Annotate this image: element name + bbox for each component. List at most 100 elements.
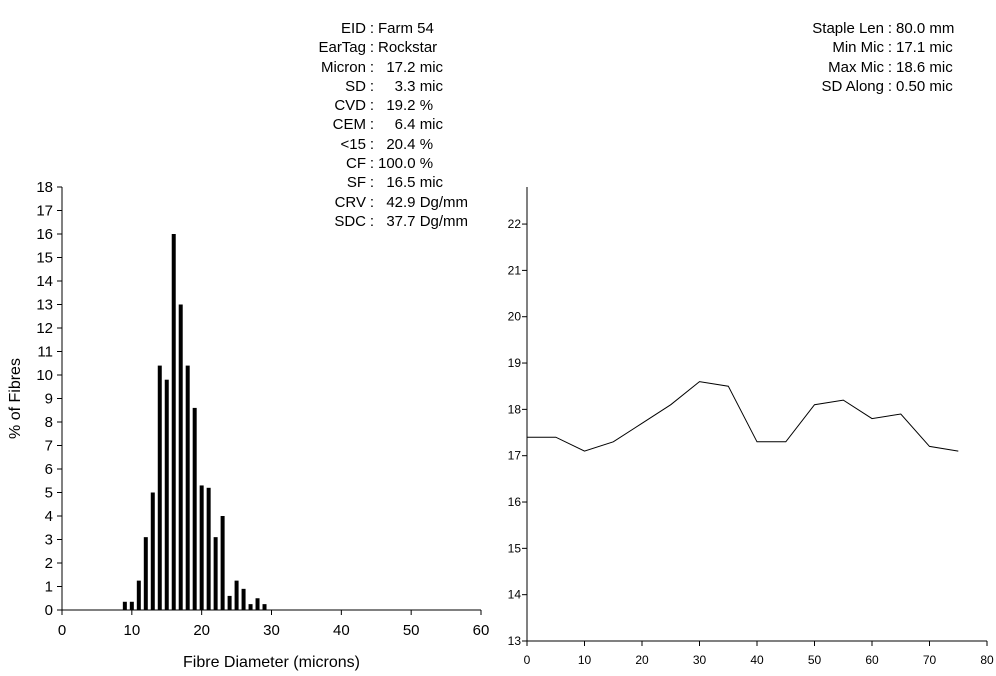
stat-left-separator: : xyxy=(369,97,375,115)
x-tick-label: 10 xyxy=(123,622,140,639)
histogram-bar xyxy=(241,588,246,610)
stat-right-key: SD Along xyxy=(821,77,884,95)
y-tick-label: 16 xyxy=(36,226,53,243)
stat-left-separator: : xyxy=(369,193,375,211)
stat-left-key: CRV xyxy=(334,193,366,211)
stat-left-row: EID: Farm 54 xyxy=(260,19,488,38)
histogram-bar xyxy=(122,601,127,610)
stat-left-key: SF xyxy=(346,174,366,192)
histogram-bar xyxy=(157,365,162,610)
histogram-bar xyxy=(136,580,141,610)
histogram-bar xyxy=(206,487,211,610)
y-tick-label: 17 xyxy=(508,449,522,463)
micron-profile-chart: 13 14 15 16 17 18 19 20 21 22 0 10 20 30 40 50 60 70 80 xyxy=(508,187,994,667)
stat-left-row: SDC: 37.7 Dg/mm xyxy=(260,212,488,231)
stat-left-value: 17.2 mic xyxy=(378,58,444,76)
y-tick-label: 5 xyxy=(45,485,53,502)
stat-left-row: <15: 20.4 % xyxy=(260,135,488,154)
stat-right-row: Staple Len:80.0 mm xyxy=(720,19,986,38)
histogram-bar xyxy=(129,601,134,610)
stat-left-value: 20.4 % xyxy=(378,135,434,153)
y-tick-label: 0 xyxy=(45,602,53,619)
y-tick-label: 13 xyxy=(36,297,53,314)
stat-left-value: 16.5 mic xyxy=(378,174,444,192)
x-tick-label: 30 xyxy=(263,622,280,639)
stat-left-separator: : xyxy=(369,174,375,192)
x-tick-label: 60 xyxy=(473,622,490,639)
stat-left-key: SDC xyxy=(334,212,366,230)
stat-left-row: EarTag: Rockstar xyxy=(260,38,488,57)
stat-left-row: SD: 3.3 mic xyxy=(260,77,488,96)
y-tick-label: 14 xyxy=(36,273,53,290)
stat-right-row: SD Along:0.50 mic xyxy=(720,77,986,96)
stat-right-row: Max Mic:18.6 mic xyxy=(720,58,986,77)
y-tick-label: 22 xyxy=(508,217,522,231)
x-tick-label: 70 xyxy=(923,653,937,667)
stat-left-separator: : xyxy=(369,39,375,57)
histogram-bar xyxy=(234,580,239,610)
histogram-bar xyxy=(185,365,190,610)
stat-left-key: CF xyxy=(346,155,366,173)
stat-left-value: 3.3 mic xyxy=(378,77,444,95)
stat-left-key: CVD xyxy=(334,97,366,115)
y-tick-label: 12 xyxy=(36,320,53,337)
stat-left-key: CEM xyxy=(332,116,366,134)
stat-left-key: <15 xyxy=(340,135,366,153)
stat-left-row: CEM: 6.4 mic xyxy=(260,115,488,134)
y-tick-label: 6 xyxy=(45,461,53,478)
x-tick-label: 30 xyxy=(693,653,707,667)
histogram-bar xyxy=(143,537,148,610)
stat-left-key: SD xyxy=(345,77,366,95)
stat-left-key: Micron xyxy=(320,58,366,76)
x-tick-label: 0 xyxy=(58,622,66,639)
histogram-bar xyxy=(171,234,176,610)
histogram-bar xyxy=(150,492,155,610)
stat-left-value: 100.0 % xyxy=(378,155,434,173)
stat-left-row: CVD: 19.2 % xyxy=(260,96,488,115)
x-tick-label: 50 xyxy=(808,653,822,667)
histogram-bar xyxy=(255,598,260,610)
y-tick-label: 2 xyxy=(45,555,53,572)
y-tick-label: 9 xyxy=(45,391,53,408)
y-tick-label: 10 xyxy=(36,367,53,384)
y-tick-label: 8 xyxy=(45,414,53,431)
stat-left-value: Farm 54 xyxy=(378,20,434,37)
y-tick-label: 1 xyxy=(45,579,53,596)
stat-left-value: 19.2 % xyxy=(378,97,434,115)
histogram-bar xyxy=(164,379,169,610)
summary-stats-left: EID: Farm 54 EarTag: Rockstar Micron: 17.2 m… xyxy=(260,19,488,231)
stat-right-separator: : xyxy=(887,58,893,76)
stat-left-separator: : xyxy=(369,116,375,134)
stat-left-separator: : xyxy=(369,155,375,173)
histogram-bar xyxy=(192,407,197,610)
y-tick-label: 13 xyxy=(508,634,522,648)
stat-right-key: Min Mic xyxy=(832,39,884,57)
y-tick-label: 20 xyxy=(508,310,522,324)
histogram-bar xyxy=(213,537,218,610)
y-tick-label: 17 xyxy=(36,203,53,220)
x-tick-label: 60 xyxy=(865,653,879,667)
y-axis-title: % of Fibres xyxy=(7,358,24,439)
stat-right-separator: : xyxy=(887,20,893,37)
y-tick-label: 16 xyxy=(508,495,522,509)
stat-left-value: 37.7 Dg/mm xyxy=(378,212,469,230)
y-tick-label: 4 xyxy=(45,508,53,525)
y-tick-label: 11 xyxy=(37,344,53,361)
x-tick-label: 20 xyxy=(193,622,210,639)
stat-left-row: CF:100.0 % xyxy=(260,154,488,173)
x-tick-label: 0 xyxy=(524,653,531,667)
histogram-bar xyxy=(178,304,183,610)
histogram-bar xyxy=(262,604,267,610)
x-tick-label: 50 xyxy=(403,622,420,639)
stat-left-key: EID xyxy=(340,20,366,37)
y-tick-label: 19 xyxy=(508,356,522,370)
stat-left-separator: : xyxy=(369,58,375,76)
stat-left-separator: : xyxy=(369,135,375,153)
y-tick-label: 15 xyxy=(36,250,53,267)
x-tick-label: 10 xyxy=(578,653,592,667)
stat-right-value: 80.0 mm xyxy=(896,20,955,37)
stat-left-separator: : xyxy=(369,212,375,230)
stat-left-separator: : xyxy=(369,20,375,37)
stat-right-value: 18.6 mic xyxy=(896,58,953,76)
